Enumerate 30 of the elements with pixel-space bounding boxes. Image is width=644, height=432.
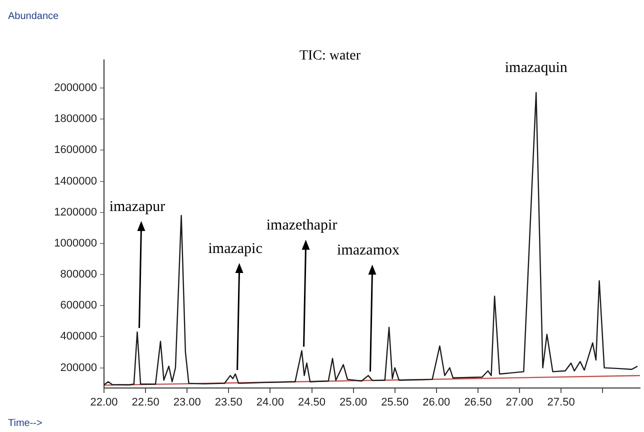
annotation: imazethapir xyxy=(266,218,338,234)
y-tick-label: 400000 xyxy=(60,330,97,343)
x-tick-label: 22.00 xyxy=(90,396,118,409)
x-tick-label: 23.50 xyxy=(214,396,242,409)
x-tick-label: 23.00 xyxy=(173,396,201,409)
x-tick-label: 26.00 xyxy=(422,396,450,409)
x-tick-label: 25.50 xyxy=(381,396,409,409)
x-tick-label: 22.50 xyxy=(132,396,160,409)
x-tick-label: 26.50 xyxy=(464,396,492,409)
y-tick-label: 200000 xyxy=(60,362,97,374)
y-tick-label: 1800000 xyxy=(54,113,97,126)
y-tick-label: 600000 xyxy=(60,300,97,312)
y-tick-label: 1400000 xyxy=(54,175,97,188)
x-tick-label: 24.50 xyxy=(298,396,326,409)
y-tick-label: 1000000 xyxy=(54,237,97,250)
x-tick-label: 25.00 xyxy=(340,396,368,409)
x-tick-label: 24.00 xyxy=(256,396,284,409)
y-tick-label: 1200000 xyxy=(54,206,97,218)
x-tick-label: 27.00 xyxy=(506,396,534,409)
annotation: imazaquin xyxy=(504,60,568,76)
y-tick-label: 800000 xyxy=(60,268,97,281)
x-axis-title: Time--> xyxy=(8,418,43,429)
annotation: imazapic xyxy=(208,240,263,257)
y-tick-label: 1600000 xyxy=(54,144,97,156)
y-axis-title: Abundance xyxy=(8,10,60,22)
chart-title: TIC: water xyxy=(299,48,361,64)
y-tick-label: 2000000 xyxy=(54,82,97,94)
annotation: imazapur xyxy=(109,198,166,215)
annotation: imazamox xyxy=(337,242,400,258)
x-tick-label: 27.50 xyxy=(547,396,575,409)
